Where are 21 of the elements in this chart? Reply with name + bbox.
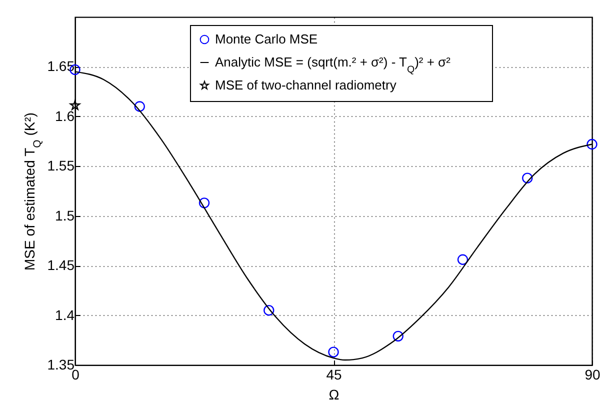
x-tick-label: 90 <box>584 366 600 382</box>
y-tick-label: 1.6 <box>55 108 75 124</box>
legend-label: Monte Carlo MSE <box>215 32 318 46</box>
y-tick-label: 1.55 <box>47 158 75 174</box>
legend-label: MSE of two-channel radiometry <box>215 78 397 92</box>
point <box>586 138 598 150</box>
y-tick-label: 1.4 <box>55 306 75 323</box>
y-tick-label: 1.65 <box>47 58 75 74</box>
point <box>328 346 339 358</box>
point <box>522 172 533 184</box>
point <box>264 304 274 316</box>
x-tick-label: 45 <box>326 366 342 382</box>
x-axis-title: Ω <box>328 386 340 402</box>
point <box>70 100 80 110</box>
point <box>392 330 404 342</box>
point <box>457 254 468 265</box>
y-tick-label: 1.45 <box>47 257 75 274</box>
y-tick-label: 1.5 <box>55 207 75 224</box>
legend-label: Analytic MSE = (sqrt(m.² + σ²) - T$_{Q}$)² + σ² <box>215 54 452 75</box>
point <box>198 198 210 208</box>
point <box>134 101 145 112</box>
